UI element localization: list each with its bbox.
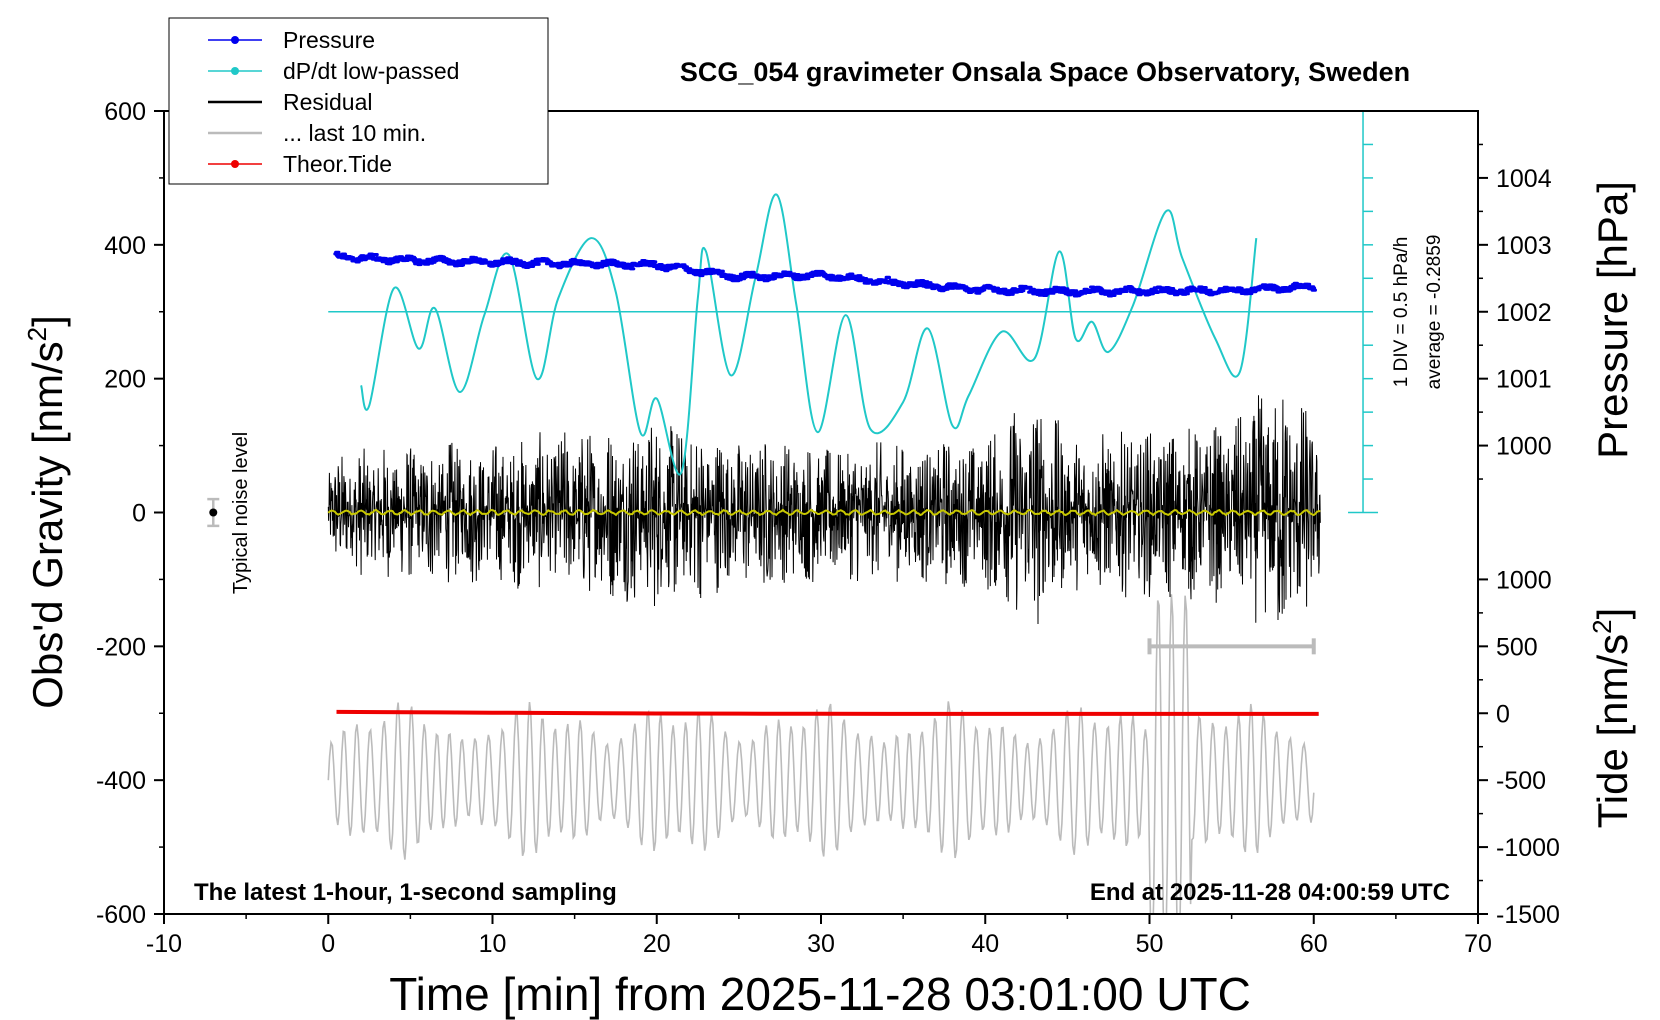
- x-tick-label: 50: [1136, 930, 1164, 958]
- y-axis-label: Obs'd Gravity [nm/s2]: [22, 315, 71, 709]
- x-tick-label: 40: [971, 930, 999, 958]
- pressure-axis-label: Pressure [hPa]: [1589, 181, 1636, 459]
- x-tick-label: 30: [807, 930, 835, 958]
- y-tick-label: -400: [96, 767, 146, 795]
- y-axis-label-superscript: 2: [22, 327, 52, 341]
- sampling-note: The latest 1-hour, 1-second sampling: [194, 879, 617, 906]
- tide-tick-label: -500: [1496, 767, 1546, 795]
- tide-tick-label: 0: [1496, 700, 1510, 728]
- tide-tick-label: 500: [1496, 633, 1538, 661]
- div-scale-label: 1 DIV = 0.5 hPa/h: [1391, 237, 1412, 388]
- average-label: average = -0.2859: [1424, 235, 1445, 390]
- pressure-tick-label: 1001: [1496, 366, 1552, 394]
- legend-marker: [231, 160, 239, 168]
- end-time-note: End at 2025-11-28 04:00:59 UTC: [1090, 879, 1450, 906]
- noise-point: [209, 508, 218, 517]
- y-tick-label: 600: [104, 98, 146, 126]
- y-axis-label-end: ]: [24, 315, 71, 327]
- x-axis-label: Time [min] from 2025-11-28 03:01:00 UTC: [389, 968, 1251, 1020]
- legend-marker: [231, 36, 239, 44]
- noise-level-label: Typical noise level: [230, 432, 252, 594]
- y-tick-label: 200: [104, 366, 146, 394]
- pressure-tick-label: 1003: [1496, 232, 1552, 260]
- tide-tick-label: -1000: [1496, 834, 1560, 862]
- x-tick-label: 60: [1300, 930, 1328, 958]
- residual-line: [327, 395, 1321, 625]
- chart-title: SCG_054 gravimeter Onsala Space Observat…: [680, 57, 1410, 87]
- plot-area: [207, 111, 1379, 914]
- pressure-tick-label: 1002: [1496, 299, 1552, 327]
- legend-label: Residual: [283, 89, 373, 115]
- y-tick-label: 400: [104, 232, 146, 260]
- y-axis-label-text: Obs'd Gravity [nm/s: [24, 341, 71, 708]
- y-tick-label: 0: [132, 500, 146, 528]
- tide-tick-label: 1000: [1496, 566, 1552, 594]
- tide-axis-label-superscript: 2: [1587, 619, 1617, 633]
- legend-label: dP/dt low-passed: [283, 58, 459, 84]
- tide-axis-label-text: Tide [nm/s: [1589, 634, 1636, 829]
- legend-label: ... last 10 min.: [283, 120, 426, 146]
- y-tick-label: -600: [96, 901, 146, 929]
- x-tick-label: 10: [479, 930, 507, 958]
- y-tick-label: -200: [96, 633, 146, 661]
- tide-line: [336, 709, 1319, 716]
- tide-axis-label-end: ]: [1589, 608, 1636, 620]
- tide-axis-label: Tide [nm/s2]: [1587, 608, 1636, 829]
- x-tick-label: 70: [1464, 930, 1492, 958]
- pressure-tick-label: 1000: [1496, 433, 1552, 461]
- tide-tick-label: -1500: [1496, 901, 1560, 929]
- legend-marker: [231, 67, 239, 75]
- pressure-tick-label: 1004: [1496, 165, 1552, 193]
- legend-label: Theor.Tide: [283, 151, 392, 177]
- legend-label: Pressure: [283, 27, 375, 53]
- pressure-dots: [333, 250, 1317, 298]
- residual-smoothed-line: [327, 508, 1321, 517]
- axes: -10 0 10 20 30 40 50 60 70 -600 -400 -200 0 200 400 600…: [96, 98, 1560, 958]
- x-tick-label: 20: [643, 930, 671, 958]
- x-tick-label: 0: [321, 930, 335, 958]
- last-10-min-line: [327, 594, 1315, 914]
- x-tick-label: -10: [146, 930, 182, 958]
- legend: Pressure dP/dt low-passed Residual ... last…: [168, 17, 549, 185]
